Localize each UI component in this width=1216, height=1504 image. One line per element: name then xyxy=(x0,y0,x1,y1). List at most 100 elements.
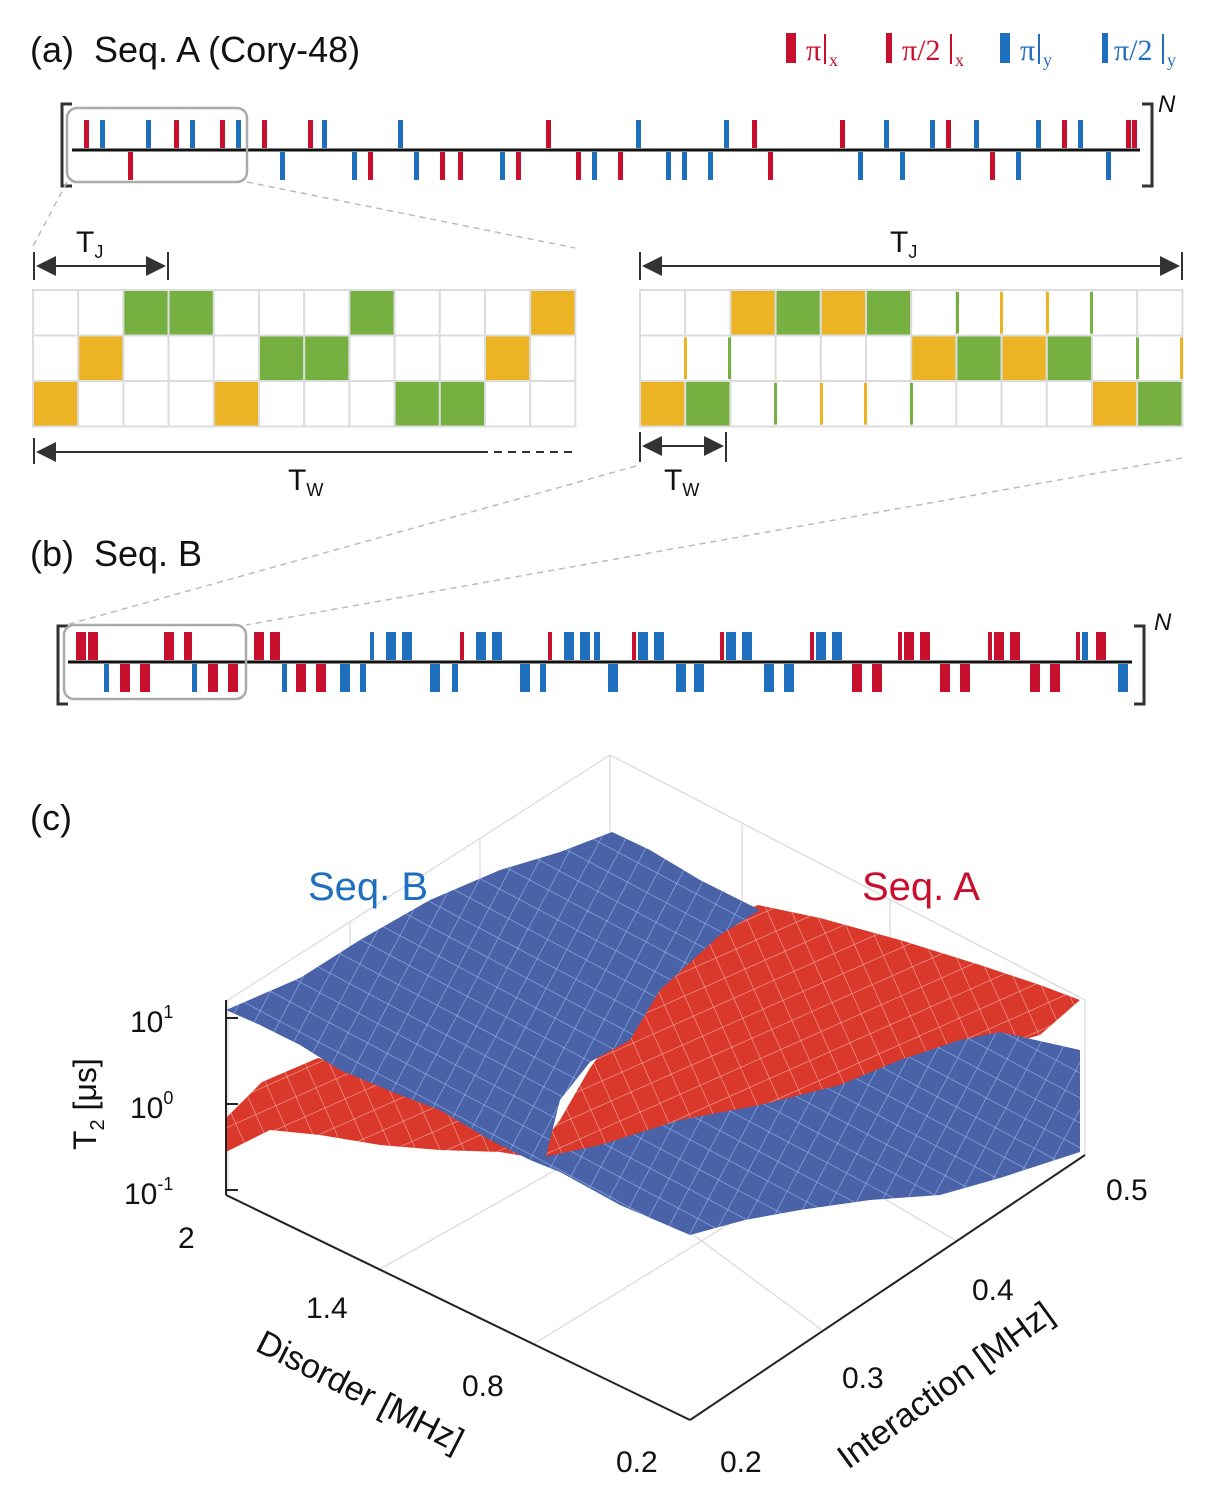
grid-cell xyxy=(529,380,577,428)
grid-cell xyxy=(393,289,441,337)
grid-cell xyxy=(639,334,687,382)
seq-a-pulse xyxy=(84,120,89,148)
x-tick-label: 0.8 xyxy=(462,1370,504,1403)
grid-cell xyxy=(955,289,1003,337)
grid-cell xyxy=(77,380,125,428)
grid-cell xyxy=(1045,334,1094,382)
seq-a-pulse xyxy=(516,152,521,180)
seq-a-pulse xyxy=(262,120,267,148)
grid-cell xyxy=(258,289,306,337)
zoom-left-grid xyxy=(32,289,577,428)
seq-a-pulse xyxy=(128,152,133,180)
seq-a-repeat-label: N xyxy=(1158,91,1176,118)
grid-cell xyxy=(438,334,486,382)
grid-cell xyxy=(865,380,913,428)
seq-a-pulse xyxy=(636,120,641,148)
y-tick-label: 0.3 xyxy=(842,1362,884,1395)
seq-b-pulse xyxy=(608,664,618,692)
seq-b-pulse xyxy=(370,632,374,660)
legend-pi-y-label: π xyxy=(1020,34,1035,67)
grid-cell xyxy=(438,289,486,337)
grid-cell xyxy=(1091,289,1139,337)
seq-a-pulse xyxy=(768,152,773,180)
grid-cell xyxy=(32,334,80,382)
seq-b-pulse xyxy=(254,632,264,660)
legend-half-y-label: π/2 xyxy=(1114,34,1152,67)
grid-cell xyxy=(1045,380,1094,428)
grid-cell xyxy=(1136,334,1184,382)
seq-a-surface xyxy=(226,905,1080,1162)
legend-pi-x-sub: x xyxy=(829,50,838,70)
seq-b-pulse xyxy=(1096,632,1106,660)
grid-cell xyxy=(167,334,215,382)
grid-cell xyxy=(729,334,777,382)
seq-a-pulse xyxy=(322,120,327,148)
seq-b-pulse xyxy=(316,664,326,692)
grid-cell xyxy=(167,289,215,337)
grid-cell xyxy=(729,289,777,337)
grid-cell xyxy=(393,334,441,382)
grid-cell xyxy=(684,334,732,382)
seq-b-pulse xyxy=(104,664,109,692)
legend-pi-x-swatch xyxy=(786,33,796,63)
seq-b-pulse xyxy=(1076,632,1080,660)
grid-cell xyxy=(955,334,1003,382)
grid-cell xyxy=(865,289,913,337)
seq-b-pulse xyxy=(742,632,752,660)
seq-b-pulse xyxy=(564,632,574,660)
grid-cell xyxy=(819,289,867,337)
panel-b-label: (b) xyxy=(30,533,74,574)
seq-b-pulse xyxy=(120,664,130,692)
seq-a-pulse xyxy=(1062,120,1067,148)
grid-cell xyxy=(819,334,867,382)
grid-cell xyxy=(529,289,577,337)
zoom-left: TJ TW xyxy=(32,226,577,500)
grid-cell xyxy=(77,289,125,337)
grid-cell xyxy=(1091,334,1139,382)
grid-cell xyxy=(1000,289,1048,337)
grid-sliver xyxy=(864,383,867,425)
seq-b-pulse xyxy=(460,632,464,660)
seq-b-pulse xyxy=(994,632,1004,660)
seq-b-pulse xyxy=(810,632,814,660)
grid-sliver xyxy=(1046,292,1049,334)
grid-cell xyxy=(348,380,396,428)
grid-cell xyxy=(348,289,396,337)
seq-a-pulse xyxy=(618,152,623,180)
grid-cell xyxy=(484,380,532,428)
seq-b-pulse xyxy=(540,664,546,692)
tw-label: TW xyxy=(288,464,323,500)
grid-cell xyxy=(684,289,732,337)
seq-b-pulse xyxy=(676,664,686,692)
seq-a-pulse xyxy=(398,120,403,148)
seq-a-pulse xyxy=(708,152,713,180)
seq-b-pulse xyxy=(784,664,794,692)
seq-a-pulse xyxy=(236,120,241,148)
seq-b-pulse xyxy=(192,664,197,692)
zoom-guide-line xyxy=(31,181,68,249)
seq-b-pulse xyxy=(632,632,636,660)
seq-b-pulse xyxy=(476,632,486,660)
seq-b-pulse xyxy=(360,664,366,692)
seq-a-pulse xyxy=(174,120,179,148)
tw-label: TW xyxy=(664,464,699,500)
seq-b-surface xyxy=(226,832,1080,1235)
seq-b-pulse xyxy=(960,664,970,692)
grid-cell xyxy=(348,334,396,382)
seq-a-pulse xyxy=(682,152,687,180)
y-tick-label: 0.2 xyxy=(720,1446,762,1479)
seq-b-pulse xyxy=(898,632,902,660)
x-tick-label: 1.4 xyxy=(306,1292,348,1325)
legend-pi-y-swatch xyxy=(1000,33,1010,63)
grid-sliver xyxy=(684,337,687,379)
seq-a-pulse xyxy=(414,152,419,180)
seq-b-pulse xyxy=(208,664,218,692)
seq-b-surface-mesh-front xyxy=(530,1032,1080,1235)
disorder-axis xyxy=(225,1194,691,1421)
seq-a-surface-mesh xyxy=(226,905,1080,1162)
grid-cell xyxy=(910,380,958,428)
seq-a-pulse xyxy=(100,120,105,148)
zoom-guide-line xyxy=(246,181,576,249)
seq-a-pulse xyxy=(1126,120,1131,148)
